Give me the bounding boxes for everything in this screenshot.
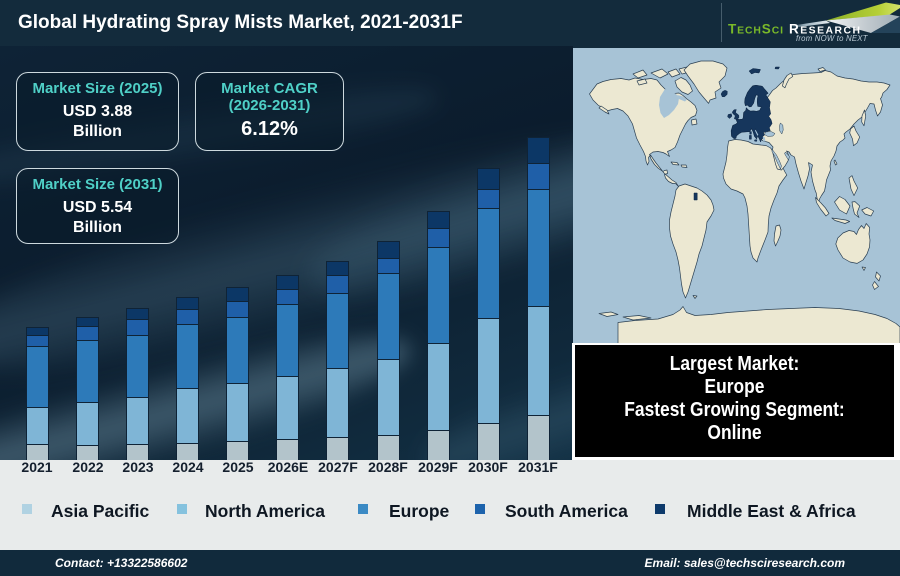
svg-text:from NOW to NEXT: from NOW to NEXT xyxy=(796,34,869,43)
svg-text:TECHSCI: TECHSCI xyxy=(728,22,784,37)
svg-text:RESEARCH: RESEARCH xyxy=(789,22,862,37)
